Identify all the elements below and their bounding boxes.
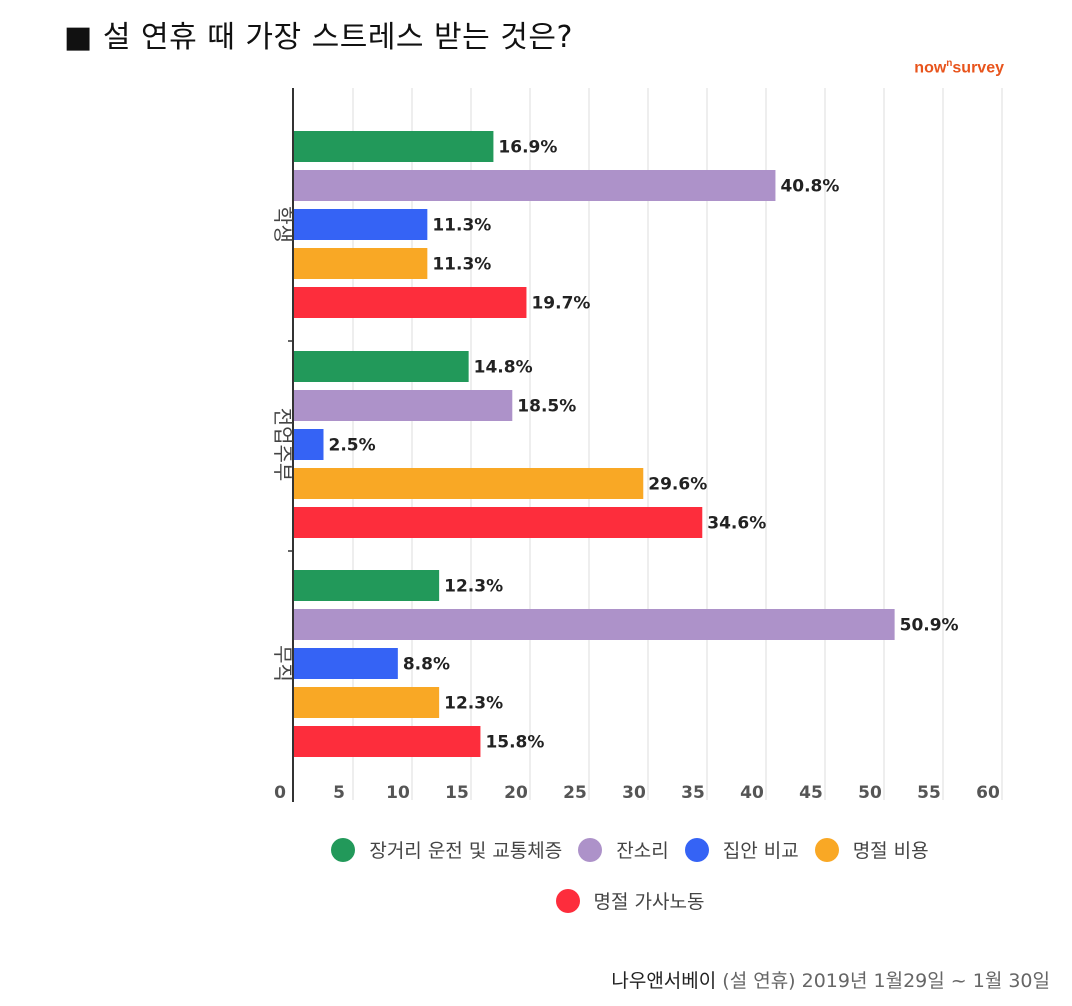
footer-source-name: 나우앤서베이 <box>611 970 717 992</box>
legend-item: 명절 가사노동 <box>555 887 705 914</box>
x-tick-label: 40 <box>740 783 764 803</box>
footer-date: (설 연휴) 2019년 1월29일 ~ 1월 30일 <box>716 970 1050 992</box>
data-label: 18.5% <box>517 397 576 417</box>
legend-label: 명절 비용 <box>852 840 929 862</box>
category-label: 전업주부 <box>271 408 295 482</box>
bar <box>294 687 440 718</box>
data-label: 40.8% <box>780 177 839 197</box>
bar <box>294 726 481 757</box>
brand-sup: n <box>946 58 953 69</box>
bar <box>294 648 398 679</box>
x-tick-label: 35 <box>681 783 705 803</box>
legend-label: 잔소리 <box>616 840 669 862</box>
chart-title: ■ 설 연휴 때 가장 스트레스 받는 것은? <box>64 20 573 55</box>
x-tick-label: 50 <box>858 783 882 803</box>
x-tick-label: 15 <box>445 783 469 803</box>
data-label: 14.8% <box>474 358 533 378</box>
bar <box>294 209 428 240</box>
data-label: 12.3% <box>444 577 503 597</box>
x-tick-label: 45 <box>799 783 823 803</box>
data-label: 15.8% <box>485 733 544 753</box>
legend-dot-icon <box>578 837 603 862</box>
data-label: 29.6% <box>648 475 707 495</box>
legend-item: 잔소리 <box>578 836 669 863</box>
data-label: 2.5% <box>329 436 376 456</box>
data-label: 8.8% <box>403 655 450 675</box>
bar <box>294 390 513 421</box>
x-tick-label: 5 <box>333 783 345 803</box>
legend-label: 명절 가사노동 <box>593 891 705 913</box>
bar <box>294 351 469 382</box>
data-label: 11.3% <box>432 255 491 275</box>
legend-label: 집안 비교 <box>722 840 799 862</box>
data-label: 11.3% <box>432 216 491 236</box>
x-tick-label: 0 <box>274 783 286 803</box>
legend-item: 명절 비용 <box>814 836 929 863</box>
legend-item: 집안 비교 <box>684 836 799 863</box>
legend-label: 장거리 운전 및 교통체증 <box>369 840 563 862</box>
brand-rest: survey <box>952 59 1004 77</box>
bar <box>294 609 895 640</box>
x-tick-label: 55 <box>917 783 941 803</box>
data-label: 16.9% <box>498 138 557 158</box>
data-label: 12.3% <box>444 694 503 714</box>
data-label: 19.7% <box>531 294 590 314</box>
bar <box>294 507 703 538</box>
bar <box>294 131 494 162</box>
bar <box>294 429 324 460</box>
data-label: 50.9% <box>900 616 959 636</box>
legend-item: 장거리 운전 및 교통체증 <box>331 836 562 863</box>
legend-dot-icon <box>814 837 839 862</box>
legend-dot-icon <box>331 837 356 862</box>
legend-dot-icon <box>684 837 709 862</box>
data-label: 34.6% <box>707 514 766 534</box>
legend-dot-icon <box>555 888 580 913</box>
brand-main: now <box>914 59 947 77</box>
bar <box>294 248 428 279</box>
bar <box>294 468 644 499</box>
category-label: 무직 <box>271 645 295 682</box>
bar <box>294 287 527 318</box>
brand-logo: nownsurvey <box>914 58 1004 77</box>
x-tick-label: 30 <box>622 783 646 803</box>
x-tick-label: 20 <box>504 783 528 803</box>
x-tick-label: 10 <box>386 783 410 803</box>
x-tick-label: 25 <box>563 783 587 803</box>
bar <box>294 570 440 601</box>
x-tick-label: 60 <box>976 783 1000 803</box>
bar <box>294 170 776 201</box>
footer-source: 나우앤서베이 (설 연휴) 2019년 1월29일 ~ 1월 30일 <box>611 966 1050 993</box>
category-label: 학생 <box>271 206 295 243</box>
